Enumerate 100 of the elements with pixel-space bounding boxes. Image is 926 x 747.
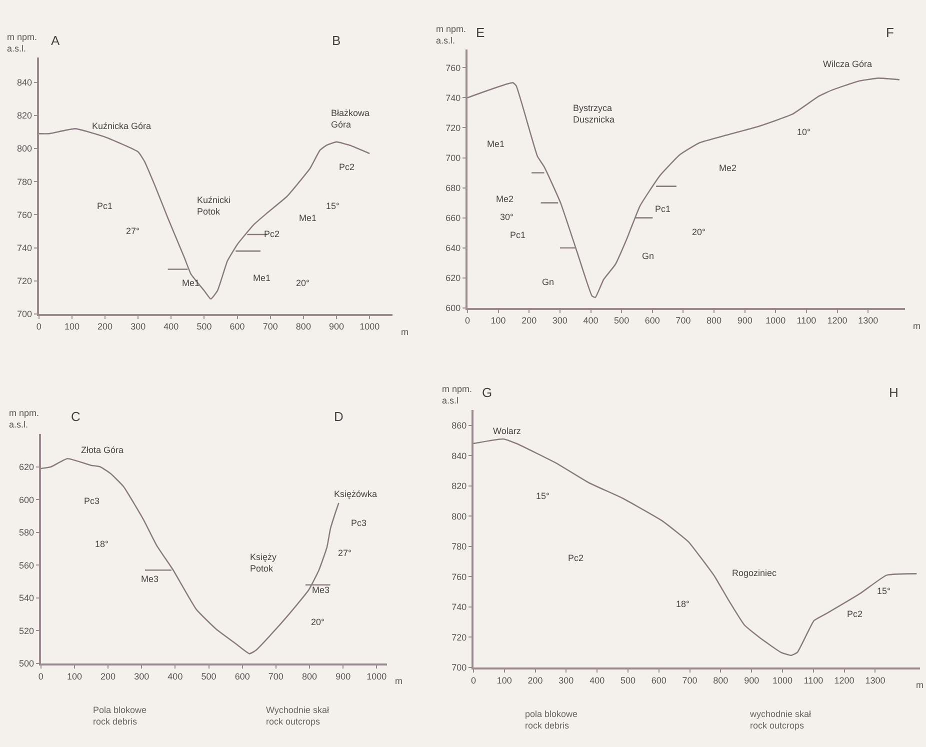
x-tick-label: 200 [522,316,537,326]
x-tick-label: 0 [36,322,42,332]
y-tick-label: 600 [446,303,461,314]
text: wychodnie skał rock outcrops [749,709,812,731]
y-axis-title: m npm. a.s.l [442,384,472,406]
y-tick-label: 740 [446,92,461,103]
y-tick-label: 720 [452,632,467,642]
x-tick-label: 100 [490,316,506,326]
y-tick-label: 840 [17,78,32,88]
y-tick-label: 660 [446,212,461,223]
annotation: 15° [877,586,892,596]
x-tick-label: 1100 [804,675,824,686]
annotation: Błażkowa Góra [331,108,370,130]
annotation: Księżówka [334,489,378,499]
x-tick-label: 1200 [827,316,848,326]
annotation: 30° [500,212,514,222]
annotation: Me1 [487,139,505,149]
annotation: Wilcza Góra [823,59,872,69]
y-tick-label: 760 [452,572,467,582]
annotation: 27° [338,548,352,558]
annotation: Bystrzyca Dusznicka [573,103,615,125]
x-tick-label: 800 [713,675,728,686]
x-tick-label: 1300 [858,316,878,326]
y-tick-label: 600 [19,494,34,505]
x-tick-label: 0 [470,675,476,686]
annotation: Me1 [299,213,317,223]
x-tick-label: 1000 [772,675,793,686]
annotation: 20° [296,278,310,288]
x-tick-label: 100 [66,671,82,682]
y-tick-label: 500 [19,658,34,669]
annotation: Kuźnicki Potok [197,195,231,217]
x-tick-label: 0 [38,671,44,682]
y-tick-label: 700 [17,309,32,320]
y-tick-label: 780 [17,176,32,187]
y-tick-label: 620 [446,273,461,284]
annotation: Pc3 [84,496,100,506]
x-tick-label: 800 [706,316,722,326]
x-tick-label: 200 [528,675,543,686]
annotation: Pc3 [351,518,367,528]
x-tick-label: 1000 [360,322,380,332]
text: E [476,25,485,40]
y-tick-label: 740 [452,602,467,612]
x-tick-label: 500 [201,671,216,682]
x-axis-title: m [916,680,924,690]
x-tick-label: 700 [268,671,284,682]
text: Pola blokowe rock debris [93,705,147,727]
x-tick-label: 800 [302,671,318,682]
annotation: Pc1 [510,230,526,240]
x-tick-label: 1100 [796,316,816,326]
x-tick-label: 400 [590,675,605,686]
text: G [482,385,492,400]
annotation: 20° [311,617,326,627]
x-tick-label: 400 [168,671,183,682]
x-tick-label: 900 [336,671,351,682]
y-tick-label: 820 [17,110,32,121]
x-tick-label: 600 [230,322,245,332]
x-tick-label: 600 [234,671,250,682]
annotation: Gn [542,277,554,287]
x-tick-label: 100 [496,675,512,686]
y-tick-label: 540 [19,593,34,604]
y-tick-label: 720 [446,122,461,133]
x-tick-label: 600 [651,675,666,686]
x-tick-label: 1000 [366,671,387,682]
x-tick-label: 700 [262,322,278,332]
y-tick-label: 560 [19,560,34,570]
annotation: Me2 [719,163,737,173]
text: C [71,409,80,424]
x-tick-label: 900 [744,675,760,686]
x-tick-label: 500 [614,316,630,326]
annotation: Pc2 [568,553,584,563]
x-tick-label: 700 [676,316,691,326]
annotation: Rogoziniec [732,568,778,578]
x-axis-title: m [401,327,408,337]
x-tick-label: 700 [682,675,698,686]
x-tick-label: 900 [737,316,752,326]
x-tick-label: 1200 [834,675,854,686]
y-tick-label: 860 [452,420,467,431]
text: Wychodnie skał rock outcrops [266,705,329,727]
y-tick-label: 640 [446,243,461,254]
y-tick-label: 800 [452,511,467,522]
text: F [886,25,894,40]
text: A [51,33,60,48]
annotation: Księży Potok [250,552,278,574]
annotation: Pc1 [97,201,113,211]
y-tick-label: 580 [19,528,34,538]
x-tick-label: 300 [130,322,146,332]
y-tick-label: 620 [19,462,34,472]
x-tick-label: 1300 [865,675,886,686]
annotation: Gn [642,251,654,261]
annotation: Me1 [253,273,271,283]
text: H [889,385,898,400]
annotation: Me2 [496,194,514,204]
y-tick-label: 680 [446,182,461,193]
y-tick-label: 760 [17,210,32,220]
y-tick-label: 840 [452,450,467,461]
annotation: Pc2 [264,229,280,239]
y-tick-label: 520 [19,626,34,636]
y-tick-label: 700 [446,152,461,163]
y-tick-label: 740 [17,242,32,253]
text: D [334,409,344,424]
